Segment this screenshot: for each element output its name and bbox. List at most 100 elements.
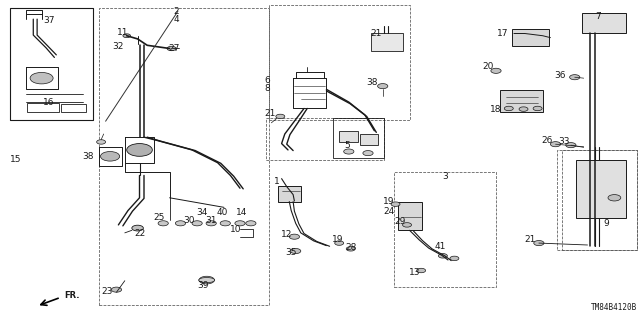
Circle shape <box>246 221 256 226</box>
Bar <box>500 90 543 112</box>
Circle shape <box>519 107 528 111</box>
Circle shape <box>346 247 355 251</box>
Bar <box>99 8 269 305</box>
Text: 18: 18 <box>490 105 502 114</box>
Circle shape <box>289 234 300 239</box>
Circle shape <box>167 46 176 51</box>
Circle shape <box>220 221 230 226</box>
Text: 22: 22 <box>134 229 145 238</box>
Circle shape <box>100 152 120 161</box>
Circle shape <box>123 34 131 38</box>
Text: 26: 26 <box>541 137 553 145</box>
Circle shape <box>391 202 400 206</box>
Text: FR.: FR. <box>64 291 79 300</box>
Text: 5: 5 <box>344 141 349 150</box>
Text: 36: 36 <box>554 71 566 80</box>
Text: 38: 38 <box>83 152 94 161</box>
Text: 3: 3 <box>442 172 447 181</box>
Circle shape <box>235 221 245 226</box>
Circle shape <box>199 276 214 284</box>
Text: 19: 19 <box>332 235 344 244</box>
Circle shape <box>403 223 412 227</box>
Bar <box>61 104 86 112</box>
Bar <box>266 118 384 160</box>
Text: 28: 28 <box>345 243 356 252</box>
Circle shape <box>276 114 285 119</box>
Text: 33: 33 <box>559 137 570 146</box>
Circle shape <box>97 140 106 144</box>
Text: 21: 21 <box>264 109 276 118</box>
Text: 6: 6 <box>265 76 270 85</box>
Text: 10: 10 <box>230 225 241 234</box>
Circle shape <box>175 221 186 226</box>
Bar <box>582 13 626 33</box>
Bar <box>339 131 358 142</box>
Circle shape <box>534 241 544 246</box>
Circle shape <box>111 287 122 292</box>
Text: 21: 21 <box>524 235 536 244</box>
Text: 11: 11 <box>117 28 129 37</box>
Circle shape <box>450 256 459 261</box>
Circle shape <box>504 106 513 111</box>
Circle shape <box>363 151 373 156</box>
Text: 19: 19 <box>383 197 395 206</box>
Text: 9: 9 <box>604 219 609 228</box>
Circle shape <box>438 254 447 258</box>
Text: 4: 4 <box>173 15 179 24</box>
Text: 31: 31 <box>205 216 217 225</box>
Text: 24: 24 <box>383 207 395 216</box>
Text: 41: 41 <box>435 242 446 251</box>
Bar <box>398 202 422 230</box>
Text: 2: 2 <box>173 7 179 16</box>
Circle shape <box>378 84 388 89</box>
Text: 21: 21 <box>371 29 382 38</box>
Circle shape <box>417 268 426 273</box>
Circle shape <box>206 221 216 226</box>
Text: 35: 35 <box>285 248 296 257</box>
Text: TM84B4120B: TM84B4120B <box>591 303 637 312</box>
Bar <box>10 8 93 120</box>
Text: 39: 39 <box>198 281 209 290</box>
Circle shape <box>570 75 580 80</box>
Text: 27: 27 <box>168 44 180 53</box>
Text: 17: 17 <box>497 29 508 38</box>
Text: 34: 34 <box>196 208 207 217</box>
Circle shape <box>335 241 344 245</box>
Text: 20: 20 <box>482 63 493 71</box>
Text: 37: 37 <box>43 16 54 25</box>
Circle shape <box>158 221 168 226</box>
Circle shape <box>491 68 501 73</box>
Bar <box>557 150 637 250</box>
Bar <box>333 118 384 158</box>
Bar <box>562 150 637 250</box>
Circle shape <box>132 225 143 231</box>
Circle shape <box>344 149 354 154</box>
Circle shape <box>127 144 152 156</box>
Bar <box>269 5 410 120</box>
Text: 14: 14 <box>236 208 248 217</box>
Circle shape <box>291 249 301 254</box>
Text: 16: 16 <box>43 98 54 107</box>
Text: 23: 23 <box>102 287 113 296</box>
Circle shape <box>608 195 621 201</box>
Text: 29: 29 <box>394 217 406 226</box>
Text: 12: 12 <box>281 230 292 239</box>
Circle shape <box>192 221 202 226</box>
Circle shape <box>30 72 53 84</box>
Bar <box>512 29 549 46</box>
Text: 40: 40 <box>217 208 228 217</box>
Bar <box>360 134 378 145</box>
Bar <box>394 172 496 287</box>
Text: 8: 8 <box>265 84 270 93</box>
Bar <box>576 160 626 218</box>
Circle shape <box>550 142 561 147</box>
Text: 15: 15 <box>10 155 22 164</box>
Text: 38: 38 <box>367 78 378 87</box>
Text: 7: 7 <box>596 12 601 21</box>
Text: 32: 32 <box>113 42 124 51</box>
Text: 30: 30 <box>183 216 195 225</box>
Circle shape <box>533 106 542 111</box>
Ellipse shape <box>198 278 215 283</box>
Text: 13: 13 <box>409 268 420 277</box>
Bar <box>278 186 301 202</box>
